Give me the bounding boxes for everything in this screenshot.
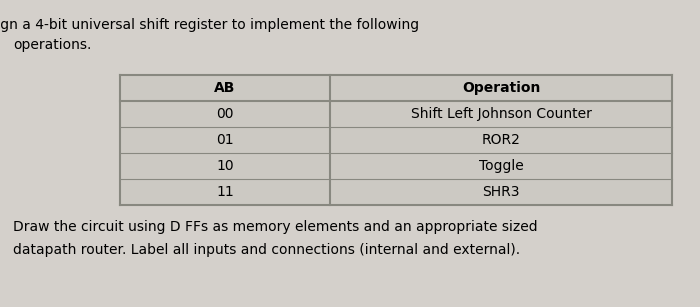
Text: 10: 10 — [216, 159, 234, 173]
Text: 01: 01 — [216, 133, 234, 147]
Text: datapath router. Label all inputs and connections (internal and external).: datapath router. Label all inputs and co… — [13, 243, 520, 257]
Text: 00: 00 — [216, 107, 234, 121]
Bar — [120, 75, 672, 205]
Text: operations.: operations. — [13, 38, 92, 52]
Text: SHR3: SHR3 — [482, 185, 519, 199]
Text: Design a 4-bit universal shift register to implement the following: Design a 4-bit universal shift register … — [0, 18, 419, 32]
Text: Toggle: Toggle — [479, 159, 524, 173]
Text: Draw the circuit using D FFs as memory elements and an appropriate sized: Draw the circuit using D FFs as memory e… — [13, 220, 538, 234]
Text: Operation: Operation — [462, 81, 540, 95]
Text: AB: AB — [214, 81, 236, 95]
Text: ROR2: ROR2 — [482, 133, 520, 147]
Text: Shift Left Johnson Counter: Shift Left Johnson Counter — [411, 107, 592, 121]
Text: 11: 11 — [216, 185, 234, 199]
